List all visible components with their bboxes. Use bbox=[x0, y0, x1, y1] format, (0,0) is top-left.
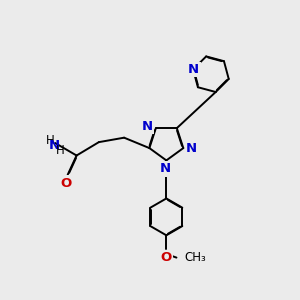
Text: O: O bbox=[61, 177, 72, 190]
Text: N: N bbox=[188, 63, 199, 76]
Text: CH₃: CH₃ bbox=[185, 251, 206, 264]
Text: H: H bbox=[45, 134, 54, 147]
Text: H: H bbox=[56, 144, 64, 157]
Text: N: N bbox=[142, 120, 153, 133]
Text: O: O bbox=[161, 251, 172, 264]
Text: N: N bbox=[186, 142, 197, 154]
Text: N: N bbox=[49, 139, 60, 152]
Text: N: N bbox=[160, 162, 171, 175]
